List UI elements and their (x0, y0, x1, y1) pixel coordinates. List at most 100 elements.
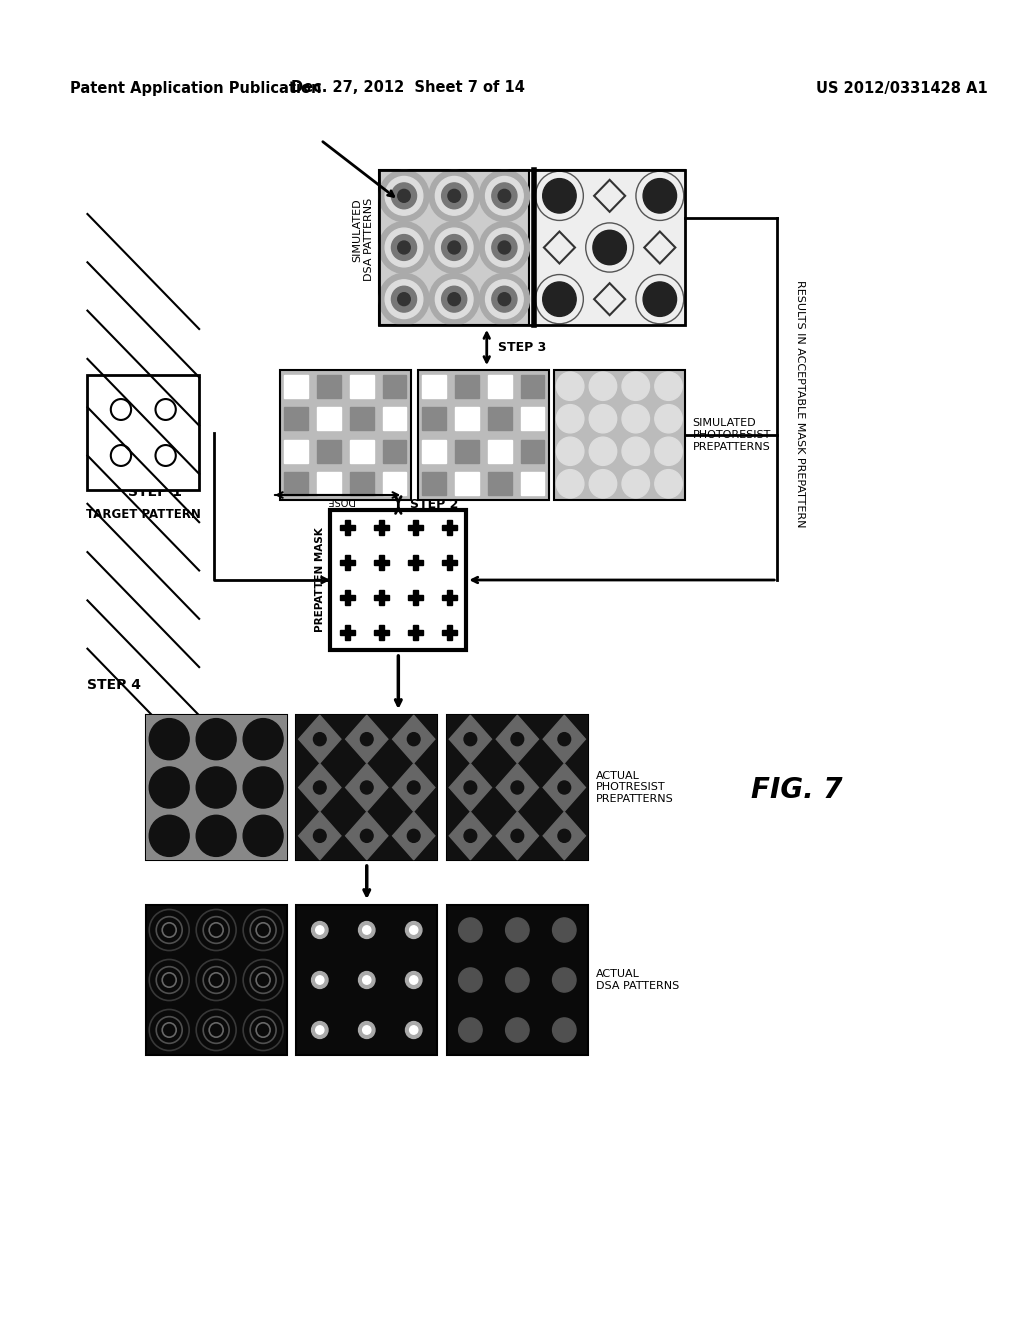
Polygon shape (346, 763, 388, 812)
Polygon shape (299, 715, 341, 763)
Circle shape (498, 189, 511, 202)
Text: US 2012/0331428 A1: US 2012/0331428 A1 (816, 81, 988, 95)
Bar (379, 624, 384, 640)
Text: SIMULATED
DSA PATTERNS: SIMULATED DSA PATTERNS (352, 198, 374, 281)
Bar (145, 715, 287, 861)
Bar (383, 473, 407, 495)
Polygon shape (450, 763, 492, 812)
Bar (345, 590, 350, 606)
Circle shape (243, 767, 283, 808)
Polygon shape (299, 763, 341, 812)
Text: FIG. 7: FIG. 7 (751, 776, 843, 804)
Circle shape (358, 972, 375, 989)
Bar (317, 407, 341, 430)
Text: PREPATTEN MASK: PREPATTEN MASK (315, 528, 326, 632)
Bar (285, 440, 308, 463)
Text: STEP 3: STEP 3 (499, 341, 547, 354)
Circle shape (441, 183, 467, 209)
Bar (317, 375, 341, 397)
Circle shape (385, 228, 423, 267)
Circle shape (447, 189, 461, 202)
Bar (408, 595, 423, 601)
Circle shape (311, 1022, 328, 1039)
Circle shape (622, 372, 649, 400)
Circle shape (406, 972, 422, 989)
Circle shape (391, 235, 417, 260)
Circle shape (362, 1026, 371, 1035)
Circle shape (464, 733, 477, 746)
Bar (145, 715, 287, 861)
Bar (383, 375, 407, 397)
Text: STEP 1: STEP 1 (128, 486, 182, 499)
Circle shape (313, 829, 326, 842)
Circle shape (479, 222, 529, 273)
Text: RESULTS IN ACCEPTABLE MASK PREPATTERN: RESULTS IN ACCEPTABLE MASK PREPATTERN (795, 280, 805, 528)
Polygon shape (543, 715, 586, 763)
Text: Patent Application Publication: Patent Application Publication (70, 81, 322, 95)
Bar (441, 630, 457, 635)
Polygon shape (497, 715, 539, 763)
Circle shape (397, 242, 411, 253)
Bar (554, 370, 685, 500)
Circle shape (429, 170, 479, 222)
Bar (535, 170, 685, 325)
Circle shape (313, 781, 326, 795)
Circle shape (589, 405, 616, 433)
Bar (296, 715, 437, 861)
Bar (350, 407, 374, 430)
Bar (340, 630, 355, 635)
Polygon shape (543, 763, 586, 812)
Circle shape (391, 286, 417, 312)
Circle shape (558, 829, 570, 842)
Circle shape (360, 781, 373, 795)
Bar (413, 554, 418, 570)
Bar (446, 554, 452, 570)
Bar (345, 520, 350, 536)
Circle shape (406, 1022, 422, 1039)
Circle shape (435, 280, 473, 318)
Bar (521, 375, 545, 397)
Bar (446, 906, 588, 1055)
Bar (422, 473, 446, 495)
Text: DOSE: DOSE (327, 495, 353, 506)
Circle shape (543, 178, 577, 213)
Text: INCREASING: INCREASING (310, 477, 371, 487)
Bar (446, 624, 452, 640)
Circle shape (408, 781, 420, 795)
Bar (408, 560, 423, 565)
Circle shape (511, 733, 523, 746)
Circle shape (379, 170, 429, 222)
Bar (413, 624, 418, 640)
Circle shape (498, 293, 511, 306)
Text: STEP 4: STEP 4 (87, 678, 141, 692)
Circle shape (654, 372, 682, 400)
Circle shape (589, 437, 616, 466)
Circle shape (315, 1026, 324, 1035)
Circle shape (553, 968, 577, 993)
Circle shape (558, 781, 570, 795)
Circle shape (397, 189, 411, 202)
Bar (350, 440, 374, 463)
Circle shape (243, 718, 283, 760)
Polygon shape (497, 812, 539, 859)
Circle shape (150, 718, 189, 760)
Circle shape (654, 470, 682, 498)
Circle shape (622, 405, 649, 433)
Circle shape (459, 917, 482, 942)
Bar (285, 375, 308, 397)
Circle shape (558, 733, 570, 746)
Circle shape (492, 235, 517, 260)
Circle shape (441, 235, 467, 260)
Circle shape (360, 829, 373, 842)
Bar (350, 375, 374, 397)
Bar (345, 554, 350, 570)
Bar (422, 440, 446, 463)
Circle shape (197, 767, 237, 808)
Circle shape (410, 1026, 418, 1035)
Circle shape (385, 177, 423, 215)
Bar (422, 407, 446, 430)
Circle shape (447, 293, 461, 306)
Circle shape (654, 405, 682, 433)
Bar (455, 440, 479, 463)
Circle shape (315, 925, 324, 935)
